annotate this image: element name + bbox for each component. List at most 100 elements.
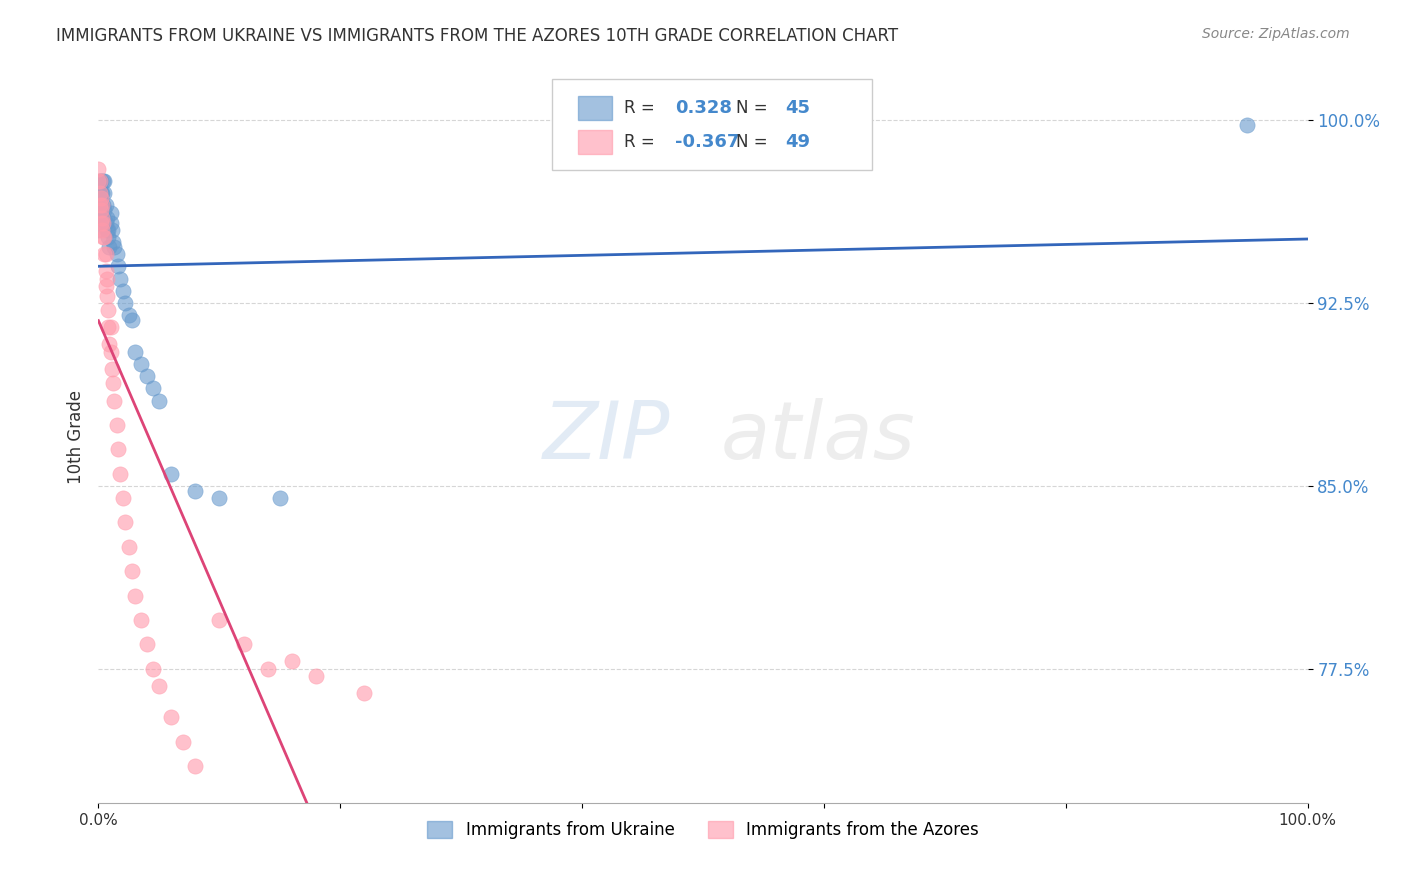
Point xyxy=(90,174,112,188)
Point xyxy=(97,303,120,318)
Text: N =: N = xyxy=(735,99,772,117)
Point xyxy=(89,198,111,212)
Text: 0.328: 0.328 xyxy=(675,99,733,117)
Point xyxy=(93,186,115,201)
Point xyxy=(94,215,117,229)
Point xyxy=(90,198,112,212)
Point xyxy=(93,174,115,188)
Point xyxy=(91,215,114,229)
Point xyxy=(108,271,131,285)
Text: IMMIGRANTS FROM UKRAINE VS IMMIGRANTS FROM THE AZORES 10TH GRADE CORRELATION CHA: IMMIGRANTS FROM UKRAINE VS IMMIGRANTS FR… xyxy=(56,27,898,45)
Point xyxy=(90,215,112,229)
Point xyxy=(160,710,183,724)
Point xyxy=(184,759,207,773)
Point xyxy=(107,260,129,274)
Point xyxy=(100,361,122,376)
Point xyxy=(91,198,114,212)
Point xyxy=(101,376,124,391)
Point xyxy=(142,381,165,395)
Point xyxy=(100,215,122,229)
Point xyxy=(87,174,110,188)
Point xyxy=(89,174,111,188)
Point xyxy=(281,654,304,668)
Point xyxy=(142,662,165,676)
Point xyxy=(256,662,278,676)
Point xyxy=(96,211,118,225)
Point xyxy=(91,211,114,225)
Point xyxy=(98,337,121,351)
Point xyxy=(98,240,121,254)
Point xyxy=(87,161,110,176)
Point xyxy=(121,313,143,327)
Text: ZIP: ZIP xyxy=(543,398,669,476)
Point xyxy=(269,491,291,505)
Text: Source: ZipAtlas.com: Source: ZipAtlas.com xyxy=(1202,27,1350,41)
Legend: Immigrants from Ukraine, Immigrants from the Azores: Immigrants from Ukraine, Immigrants from… xyxy=(420,814,986,846)
Point xyxy=(100,344,122,359)
Point xyxy=(94,247,117,261)
Point xyxy=(100,223,122,237)
Point xyxy=(91,230,114,244)
Point xyxy=(114,516,136,530)
Point xyxy=(93,230,115,244)
Point xyxy=(114,296,136,310)
Point xyxy=(1236,118,1258,132)
Point xyxy=(100,320,122,334)
Point xyxy=(232,637,254,651)
Point xyxy=(101,235,124,249)
Point xyxy=(90,186,112,201)
Point xyxy=(103,393,125,408)
Point xyxy=(91,211,114,225)
Point xyxy=(208,613,231,627)
Point xyxy=(96,271,118,285)
Point xyxy=(108,467,131,481)
Point xyxy=(105,417,128,432)
Point xyxy=(107,442,129,457)
Point xyxy=(148,393,170,408)
Point xyxy=(129,357,152,371)
FancyBboxPatch shape xyxy=(551,78,872,170)
Point xyxy=(97,223,120,237)
Text: R =: R = xyxy=(624,133,661,152)
Point xyxy=(148,679,170,693)
Point xyxy=(124,589,146,603)
Text: N =: N = xyxy=(735,133,772,152)
Point xyxy=(208,491,231,505)
Point xyxy=(135,369,157,384)
Text: 45: 45 xyxy=(785,99,810,117)
Point xyxy=(105,247,128,261)
Point xyxy=(160,467,183,481)
Point xyxy=(353,686,375,700)
Point xyxy=(121,564,143,578)
Point xyxy=(129,613,152,627)
Point xyxy=(91,174,114,188)
Text: atlas: atlas xyxy=(720,398,915,476)
Point xyxy=(96,288,118,302)
Point xyxy=(124,344,146,359)
Point xyxy=(172,735,194,749)
Point xyxy=(94,279,117,293)
Point xyxy=(91,211,114,225)
Point xyxy=(118,308,141,322)
Point xyxy=(111,491,134,505)
Point xyxy=(111,284,134,298)
Point xyxy=(184,483,207,498)
Point xyxy=(90,203,112,218)
Point xyxy=(89,198,111,212)
Point xyxy=(96,223,118,237)
Point xyxy=(91,223,114,237)
Point xyxy=(93,203,115,218)
FancyBboxPatch shape xyxy=(578,130,613,154)
Point xyxy=(100,206,122,220)
Y-axis label: 10th Grade: 10th Grade xyxy=(66,390,84,484)
Point xyxy=(97,320,120,334)
Point xyxy=(87,223,110,237)
Point xyxy=(91,198,114,212)
Point xyxy=(135,637,157,651)
Point xyxy=(93,247,115,261)
Text: 49: 49 xyxy=(785,133,810,152)
Point xyxy=(94,264,117,278)
Point xyxy=(89,186,111,201)
Point xyxy=(94,198,117,212)
Point xyxy=(97,230,120,244)
